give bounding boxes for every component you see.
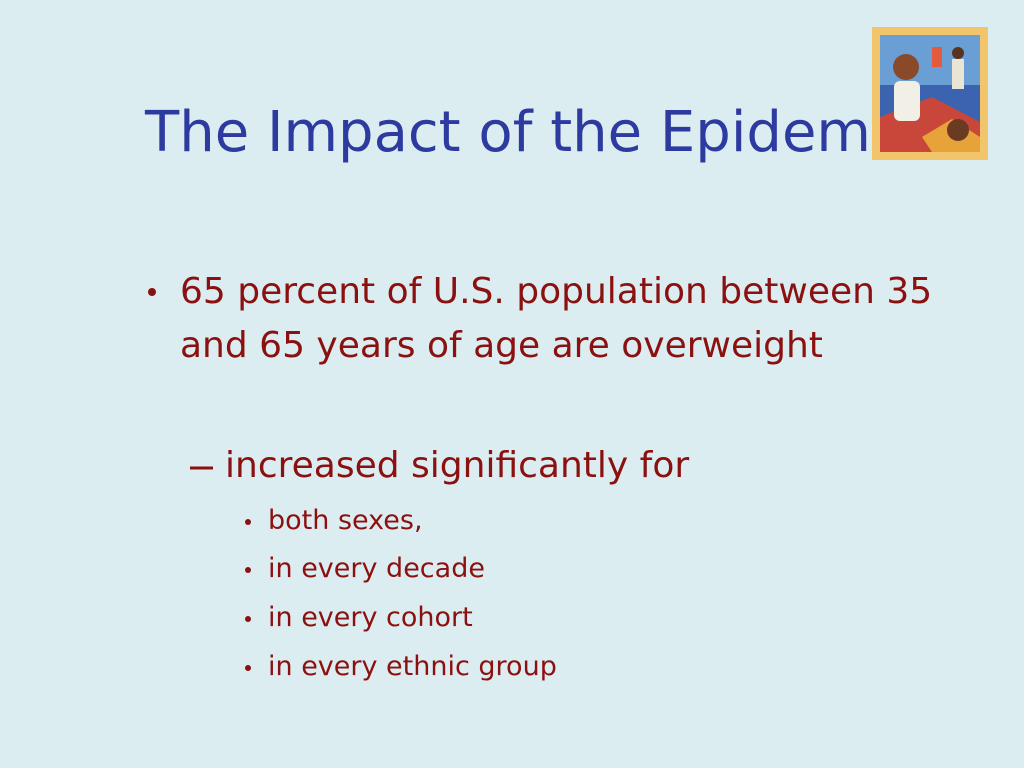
sub-sub-bullet-text: in every cohort bbox=[268, 602, 473, 633]
sub-bullet-text: increased significantly for bbox=[225, 445, 690, 486]
bullet-text: 65 percent of U.S. population between 35… bbox=[180, 271, 933, 366]
sub-sub-bullet-text: both sexes, bbox=[268, 505, 423, 536]
illustration bbox=[872, 27, 988, 160]
slide-title: The Impact of the Epidemic bbox=[145, 100, 918, 165]
sub-sub-bullet-text: in every ethnic group bbox=[268, 651, 557, 682]
bullet bbox=[148, 288, 156, 296]
bullet bbox=[245, 567, 251, 573]
bullet bbox=[245, 519, 251, 525]
bullet bbox=[245, 616, 251, 622]
bullet bbox=[245, 665, 251, 671]
sub-sub-bullet-text: in every decade bbox=[268, 553, 485, 584]
